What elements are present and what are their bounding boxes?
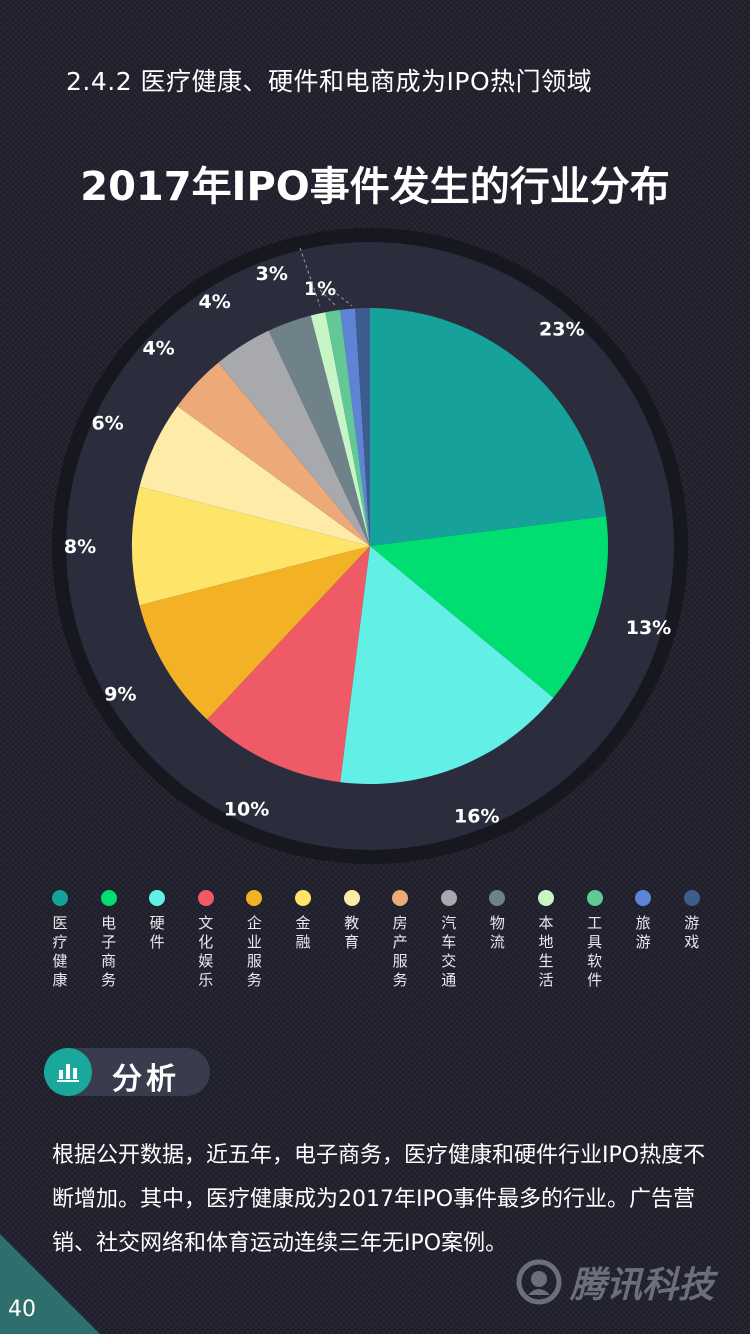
legend-label: 汽车交通: [441, 914, 457, 989]
pie-label-3: 10%: [224, 798, 269, 820]
legend-label: 旅游: [635, 914, 651, 951]
pie-label-0: 23%: [539, 318, 584, 340]
legend-label: 硬件: [149, 914, 165, 951]
legend-item-6: 教育: [332, 890, 372, 952]
pie-slice-8: [218, 330, 370, 546]
legend-dot: [197, 890, 214, 906]
pie-label-5: 8%: [64, 536, 96, 558]
section-heading: 2.4.2 医疗健康、硬件和电商成为IPO热门领域: [66, 67, 593, 96]
legend-dot: [440, 890, 457, 906]
legend-item-11: 工具软件: [575, 890, 615, 990]
pie-slice-5: [132, 486, 370, 606]
legend-dot: [100, 890, 117, 906]
legend-item-2: 硬件: [137, 890, 177, 952]
pie-leader-line-0: [299, 247, 321, 307]
pie-slice-3: [207, 546, 370, 783]
pie-label-9: 3%: [256, 263, 288, 285]
legend-item-10: 本地生活: [526, 890, 566, 990]
legend-label: 电子商务: [101, 914, 117, 989]
legend-dot: [52, 890, 68, 906]
legend-item-1: 电子商务: [89, 890, 129, 990]
legend-dot: [295, 890, 311, 906]
legend-dot: [149, 890, 166, 906]
legend-item-7: 房产服务: [380, 890, 420, 990]
legend-label: 金融: [295, 914, 311, 951]
pie-slice-2: [340, 546, 554, 784]
analysis-text: 根据公开数据，近五年，电子商务，医疗健康和硬件行业IPO热度不断增加。其中，医疗…: [52, 1143, 706, 1256]
pie-slice-1: [370, 516, 608, 698]
legend-dot: [489, 890, 506, 906]
pie-slice-13: [355, 308, 370, 546]
pie-label-11: 1%: [304, 278, 336, 300]
pie-label-6: 6%: [91, 413, 123, 435]
legend-label: 游戏: [684, 914, 700, 951]
legend-item-3: 文化娱乐: [186, 890, 226, 990]
legend-label: 企业服务: [246, 914, 262, 989]
pie-chart: 23% 13% 16% 10% 9% 8% 6% 4% 4% 3% 1%: [52, 228, 688, 864]
brand-name: 腾讯科技: [569, 1265, 714, 1306]
legend-label: 本地生活: [538, 914, 554, 989]
legend-item-4: 企业服务: [234, 890, 274, 990]
legend-item-12: 旅游: [623, 890, 663, 952]
pie-slice-6: [139, 406, 370, 546]
legend-label: 物流: [489, 914, 505, 951]
analysis-label: 分析: [112, 1062, 180, 1097]
legend-dot: [392, 890, 409, 906]
pie-label-8: 4%: [198, 291, 230, 313]
brand-logo: 腾讯科技: [516, 1256, 714, 1308]
legend-item-13: 游戏: [672, 890, 712, 952]
pie-slice-12: [340, 308, 370, 546]
legend-label: 医疗健康: [52, 914, 68, 989]
legend-dot: [635, 890, 652, 906]
legend-item-9: 物流: [477, 890, 517, 952]
pie-slice-0: [370, 308, 607, 546]
legend-item-5: 金融: [283, 890, 323, 952]
tencent-logo-icon: [516, 1259, 562, 1305]
pie-label-4: 9%: [104, 684, 136, 706]
pie-label-2: 16%: [454, 806, 499, 828]
pie-slice-4: [139, 546, 370, 720]
pie-slice-10: [310, 312, 370, 546]
page-number: 40: [8, 1297, 36, 1322]
pie-slice-7: [177, 362, 370, 546]
legend-label: 房产服务: [392, 914, 408, 989]
analysis-badge: 分析: [44, 1048, 210, 1097]
legend-dot: [683, 890, 700, 906]
pie-label-7: 4%: [142, 337, 174, 359]
pie-leader-line-1: [319, 289, 337, 307]
legend-item-0: 医疗健康: [40, 890, 80, 990]
legend-label: 教育: [344, 914, 360, 951]
bar-chart-icon: [44, 1048, 92, 1096]
pie-slice-11: [325, 309, 370, 546]
pie-label-1: 13%: [626, 617, 671, 639]
legend-dot: [343, 890, 360, 906]
pie-leader-line-2: [331, 289, 353, 307]
pie-slice-9: [268, 315, 370, 546]
chart-title: 2017年IPO事件发生的行业分布: [80, 164, 670, 210]
legend-dot: [586, 890, 603, 906]
legend-label: 文化娱乐: [198, 914, 214, 989]
legend-dot: [538, 890, 554, 906]
page-corner-decoration: [0, 1234, 100, 1334]
legend-item-8: 汽车交通: [429, 890, 469, 990]
legend-dot: [246, 890, 263, 906]
legend-label: 工具软件: [587, 914, 603, 989]
